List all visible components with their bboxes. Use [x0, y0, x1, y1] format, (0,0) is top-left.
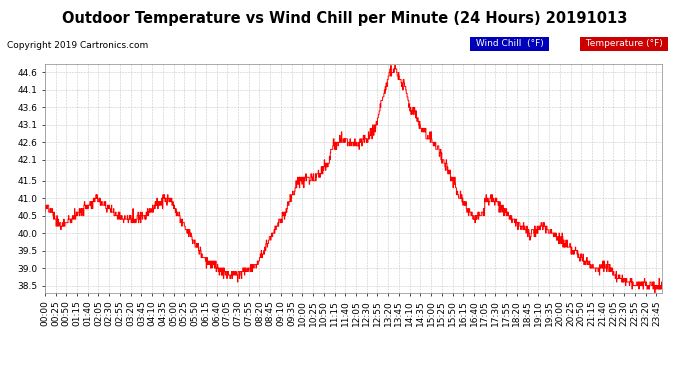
Text: Copyright 2019 Cartronics.com: Copyright 2019 Cartronics.com: [7, 41, 148, 50]
Text: Temperature (°F): Temperature (°F): [583, 39, 666, 48]
Text: Outdoor Temperature vs Wind Chill per Minute (24 Hours) 20191013: Outdoor Temperature vs Wind Chill per Mi…: [62, 11, 628, 26]
Text: Wind Chill  (°F): Wind Chill (°F): [473, 39, 546, 48]
